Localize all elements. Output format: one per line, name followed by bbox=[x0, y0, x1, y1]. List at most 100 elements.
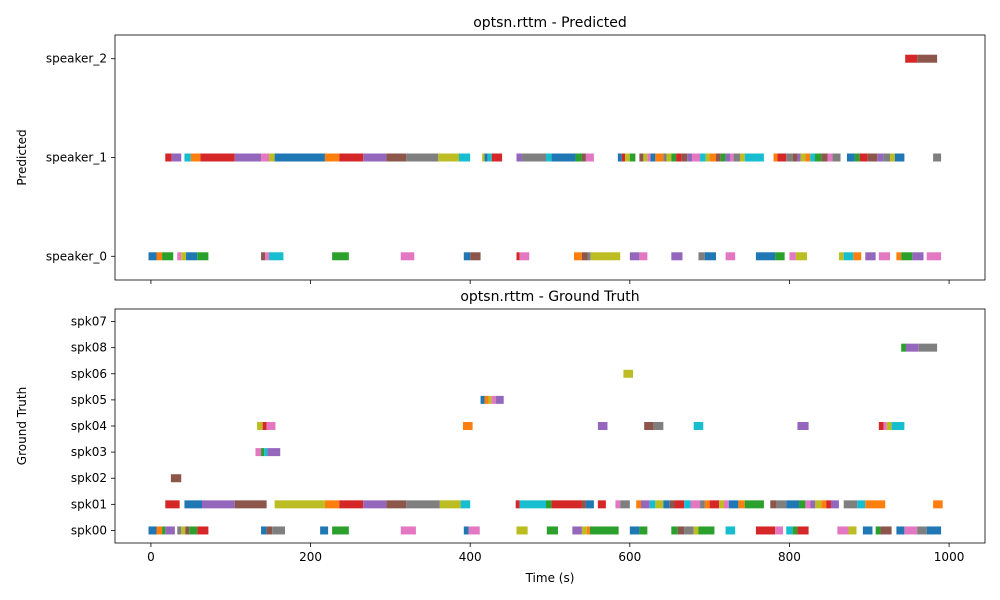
segment-spk03-22 bbox=[255, 448, 262, 457]
segment-spk00-91 bbox=[320, 526, 329, 535]
segment-spk01-30 bbox=[234, 500, 267, 509]
segment-spk00-82 bbox=[165, 526, 175, 535]
segment-spk00-115 bbox=[837, 526, 849, 535]
segment-spk00-106 bbox=[684, 526, 694, 535]
xtick-label-400: 400 bbox=[459, 550, 482, 564]
segment-speaker-1-19 bbox=[484, 153, 488, 162]
segment-spk01-51 bbox=[655, 500, 664, 509]
segment-speaker-1-33 bbox=[639, 153, 644, 162]
segment-speaker-0-102 bbox=[755, 252, 776, 261]
ytick-label-spk06: spk06 bbox=[71, 367, 107, 381]
ground-truth-panel: spk00 spk01 spk02 spk03 spk04 spk05 spk06 spk08… bbox=[15, 289, 986, 585]
segment-speaker-1-42 bbox=[681, 153, 688, 162]
segment-speaker-0-109 bbox=[865, 252, 876, 261]
segment-speaker-0-84 bbox=[265, 252, 270, 261]
segment-spk01-37 bbox=[439, 500, 461, 509]
segment-speaker-1-58 bbox=[792, 153, 798, 162]
segment-speaker-2-0 bbox=[905, 54, 918, 63]
segment-spk01-56 bbox=[690, 500, 701, 509]
segment-spk01-63 bbox=[738, 500, 745, 509]
segment-spk00-110 bbox=[755, 526, 776, 535]
segment-spk00-86 bbox=[189, 526, 198, 535]
segment-speaker-1-14 bbox=[386, 153, 407, 162]
segment-spk04-10 bbox=[262, 422, 267, 430]
segment-spk04-18 bbox=[878, 422, 884, 430]
segment-spk01-76 bbox=[857, 500, 866, 509]
segment-speaker-0-94 bbox=[587, 252, 591, 261]
segment-speaker-1-8 bbox=[261, 153, 270, 162]
segment-spk04-14 bbox=[644, 422, 654, 430]
segment-speaker-0-82 bbox=[197, 252, 209, 261]
segment-speaker-0-93 bbox=[581, 252, 588, 261]
segment-spk03-25 bbox=[267, 448, 281, 457]
segment-spk01-54 bbox=[674, 500, 685, 509]
ytick-label-speaker-1: speaker_1 bbox=[46, 151, 107, 165]
segment-spk01-66 bbox=[776, 500, 787, 509]
segment-spk01-58 bbox=[704, 500, 710, 509]
segment-speaker-1-36 bbox=[650, 153, 656, 162]
segment-spk04-12 bbox=[463, 422, 473, 430]
xtick-label-600: 600 bbox=[618, 550, 641, 564]
segment-spk04-11 bbox=[266, 422, 276, 430]
segment-spk01-57 bbox=[700, 500, 705, 509]
segment-spk06-3 bbox=[623, 369, 634, 378]
segment-spk04-15 bbox=[653, 422, 664, 430]
segment-spk00-79 bbox=[148, 526, 157, 535]
segment-speaker-0-106 bbox=[838, 252, 844, 261]
segment-speaker-1-3 bbox=[171, 153, 182, 162]
segment-spk01-55 bbox=[684, 500, 691, 509]
segment-spk00-81 bbox=[162, 526, 166, 535]
segment-speaker-1-55 bbox=[773, 153, 778, 162]
segment-spk01-62 bbox=[728, 500, 739, 509]
segment-speaker-0-96 bbox=[629, 252, 640, 261]
segment-spk00-96 bbox=[516, 526, 528, 535]
segment-speaker-1-44 bbox=[692, 153, 701, 162]
segment-speaker-0-91 bbox=[519, 252, 530, 261]
segment-spk01-75 bbox=[843, 500, 858, 509]
segment-speaker-1-46 bbox=[705, 153, 710, 162]
segment-speaker-0-89 bbox=[470, 252, 481, 261]
segment-speaker-1-18 bbox=[482, 153, 485, 162]
segment-spk05-8 bbox=[495, 395, 504, 404]
segment-speaker-1-40 bbox=[671, 153, 677, 162]
segment-spk01-59 bbox=[709, 500, 720, 509]
segment-spk00-88 bbox=[261, 526, 267, 535]
segment-speaker-0-98 bbox=[671, 252, 683, 261]
segment-spk01-31 bbox=[274, 500, 325, 509]
segment-spk01-52 bbox=[663, 500, 670, 509]
segment-spk00-112 bbox=[786, 526, 793, 535]
segment-spk01-53 bbox=[669, 500, 675, 509]
x-axis-label: Time (s) bbox=[525, 571, 575, 585]
segment-spk00-92 bbox=[332, 526, 349, 535]
segment-speaker-1-15 bbox=[406, 153, 439, 162]
segment-spk04-21 bbox=[891, 422, 905, 430]
segment-speaker-1-2 bbox=[165, 153, 172, 162]
segment-spk00-102 bbox=[629, 526, 640, 535]
segment-speaker-1-68 bbox=[854, 153, 860, 162]
segment-spk04-17 bbox=[797, 422, 809, 430]
segment-spk01-34 bbox=[363, 500, 387, 509]
segment-speaker-1-29 bbox=[617, 153, 622, 162]
segment-spk01-38 bbox=[460, 500, 471, 509]
segment-spk00-117 bbox=[862, 526, 873, 535]
segment-speaker-1-4 bbox=[184, 153, 191, 162]
segment-speaker-1-69 bbox=[859, 153, 868, 162]
segment-spk03-23 bbox=[261, 448, 265, 457]
segment-spk08-0 bbox=[901, 343, 906, 352]
segment-spk05-4 bbox=[480, 395, 485, 404]
segment-spk00-80 bbox=[156, 526, 163, 535]
segment-speaker-1-48 bbox=[716, 153, 721, 162]
segment-speaker-1-10 bbox=[274, 153, 325, 162]
xtick-label-1000: 1000 bbox=[934, 550, 965, 564]
segment-spk00-114 bbox=[797, 526, 809, 535]
segment-speaker-1-37 bbox=[655, 153, 664, 162]
segment-spk01-78 bbox=[933, 500, 943, 509]
segment-speaker-0-97 bbox=[639, 252, 648, 261]
segment-speaker-1-56 bbox=[777, 153, 787, 162]
segment-speaker-1-22 bbox=[516, 153, 523, 162]
segment-spk01-77 bbox=[865, 500, 886, 509]
segment-speaker-0-92 bbox=[573, 252, 582, 261]
segment-speaker-0-103 bbox=[775, 252, 785, 261]
segment-spk00-95 bbox=[468, 526, 480, 535]
ytick-label-spk02: spk02 bbox=[71, 471, 107, 485]
